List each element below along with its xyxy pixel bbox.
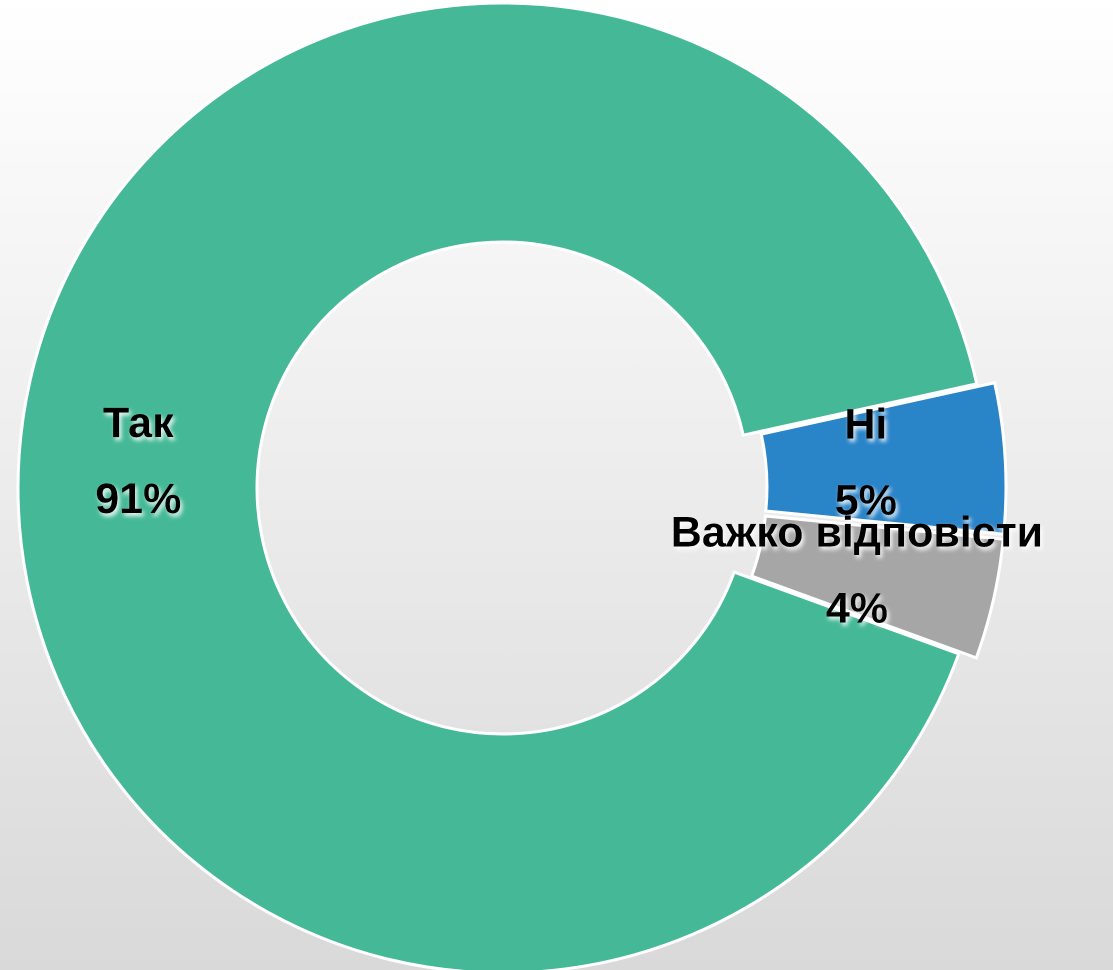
slice-value: 4%	[826, 584, 888, 632]
slice-name: Важко відповісти	[671, 508, 1043, 556]
slice	[759, 380, 1008, 536]
slice-name: Ні	[844, 401, 887, 449]
slice-name: Так	[103, 399, 174, 447]
slice-value: 5%	[835, 477, 897, 525]
slices	[16, 1, 1008, 970]
slice-value: 91%	[95, 475, 181, 523]
labels: Так 91% Ні 5%Важко відповісти 4%	[95, 399, 1043, 632]
slice	[16, 1, 979, 970]
slice	[749, 514, 1005, 660]
